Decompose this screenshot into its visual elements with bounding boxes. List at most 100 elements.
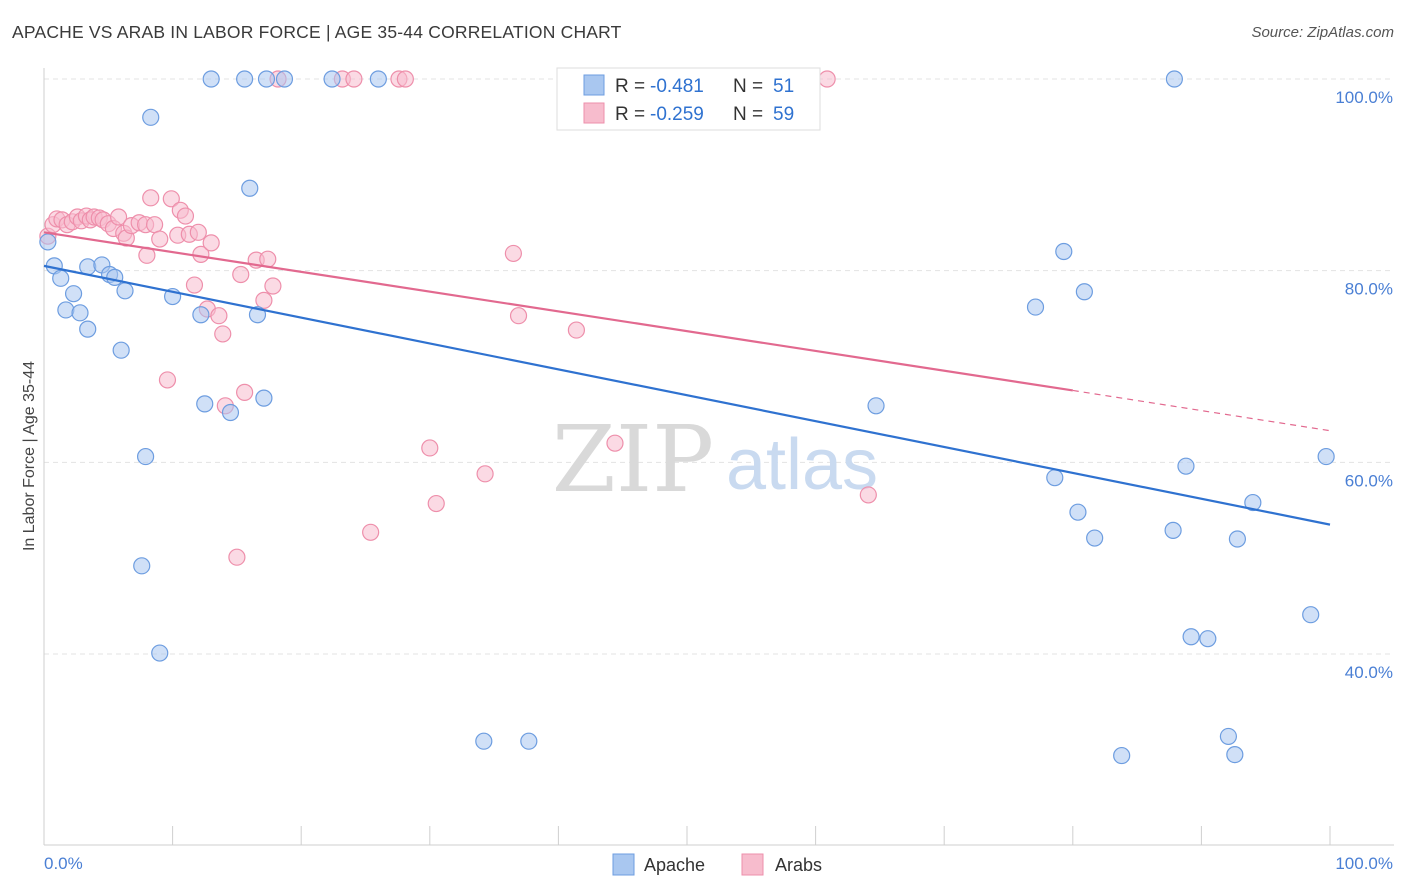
apache-point bbox=[1046, 469, 1064, 487]
apache-point bbox=[192, 306, 210, 324]
arabs-point bbox=[476, 465, 494, 483]
apache-point bbox=[1244, 493, 1262, 512]
arabs-point bbox=[421, 439, 439, 457]
apache-point bbox=[1182, 628, 1200, 646]
apache-point bbox=[64, 285, 83, 303]
arabs-point bbox=[158, 371, 177, 389]
legend-apache-swatch bbox=[612, 853, 635, 876]
stats-legend-arabs-n-label: N = bbox=[733, 104, 763, 125]
watermark-zip: ZIP bbox=[552, 406, 714, 513]
apache-point bbox=[1086, 529, 1104, 547]
apache-point bbox=[202, 70, 220, 88]
arabs-point bbox=[345, 70, 363, 88]
arabs-point bbox=[606, 434, 624, 452]
arabs-point bbox=[236, 383, 254, 401]
stats-legend-arabs-r-value: -0.259 bbox=[650, 104, 704, 125]
apache-point bbox=[1219, 727, 1238, 746]
arabs-point bbox=[509, 307, 528, 325]
legend-apache-label: Apache bbox=[644, 855, 705, 875]
apache-point bbox=[133, 557, 151, 575]
stats-legend-apache-n-value: 51 bbox=[773, 76, 794, 97]
x-ticks bbox=[43, 826, 1331, 845]
arabs-trend-line bbox=[43, 231, 1073, 392]
apache-point bbox=[106, 268, 124, 286]
apache-trend-line bbox=[43, 264, 1331, 526]
apache-point bbox=[255, 389, 273, 407]
axes bbox=[43, 68, 1394, 846]
apache-point bbox=[1075, 283, 1093, 301]
arabs-trend-line-extension bbox=[1072, 389, 1331, 432]
stats-legend-apache-r-label: R = bbox=[615, 76, 645, 97]
apache-point bbox=[257, 70, 276, 88]
arabs-point bbox=[232, 265, 250, 284]
gridlines bbox=[44, 78, 1394, 655]
apache-point bbox=[1113, 746, 1131, 765]
apache-point bbox=[323, 70, 341, 88]
arabs-point bbox=[859, 486, 877, 504]
apache-point bbox=[1317, 447, 1335, 466]
apache-point bbox=[196, 395, 214, 413]
apache-point bbox=[112, 341, 130, 359]
apache-point bbox=[221, 403, 240, 422]
arabs-point bbox=[202, 234, 220, 252]
trend-lines bbox=[43, 231, 1331, 526]
arabs-point bbox=[427, 494, 445, 513]
y-tick-label: 80.0% bbox=[1345, 280, 1393, 299]
series-legend: Apache Arabs bbox=[612, 853, 822, 876]
arabs-point bbox=[210, 307, 228, 325]
arabs-point bbox=[151, 230, 169, 248]
apache-point bbox=[1177, 457, 1195, 475]
arabs-point bbox=[145, 216, 164, 234]
apache-point bbox=[241, 179, 259, 197]
arabs-point bbox=[264, 277, 282, 295]
arabs-point bbox=[362, 523, 380, 541]
arabs-point bbox=[567, 321, 586, 339]
arabs-point bbox=[109, 208, 128, 226]
apache-point bbox=[369, 70, 387, 88]
apache-point bbox=[136, 447, 155, 466]
apache-point bbox=[142, 108, 160, 126]
apache-points bbox=[39, 70, 1335, 765]
arabs-point bbox=[176, 207, 195, 225]
arabs-point bbox=[818, 70, 836, 88]
apache-point bbox=[116, 282, 134, 300]
arabs-point bbox=[189, 223, 207, 241]
apache-point bbox=[1164, 521, 1182, 539]
y-tick-label: 100.0% bbox=[1335, 88, 1393, 107]
apache-point bbox=[475, 732, 493, 750]
apache-point bbox=[275, 70, 294, 88]
arabs-point bbox=[162, 190, 180, 208]
arabs-point bbox=[396, 70, 414, 88]
stats-legend-apache-swatch bbox=[583, 74, 605, 96]
apache-point bbox=[1226, 746, 1244, 764]
arabs-point bbox=[142, 189, 160, 207]
apache-point bbox=[71, 304, 89, 322]
y-tick-labels: 100.0% 80.0% 60.0% 40.0% bbox=[1335, 88, 1393, 682]
stats-legend-apache-n-label: N = bbox=[733, 76, 763, 97]
watermark-atlas: atlas bbox=[726, 425, 878, 505]
chart-source: Source: ZipAtlas.com bbox=[1251, 24, 1394, 41]
stats-legend-apache-r-value: -0.481 bbox=[650, 76, 704, 97]
apache-point bbox=[39, 233, 57, 251]
stats-legend-arabs-r-label: R = bbox=[615, 104, 645, 125]
arabs-point bbox=[214, 325, 232, 343]
apache-point bbox=[1302, 606, 1320, 624]
apache-point bbox=[867, 397, 885, 415]
apache-point bbox=[1165, 70, 1183, 88]
apache-point bbox=[236, 70, 254, 88]
apache-point bbox=[57, 301, 75, 319]
arabs-point bbox=[504, 244, 522, 263]
arabs-point bbox=[185, 276, 204, 294]
apache-point bbox=[1069, 503, 1087, 521]
legend-arabs-label: Arabs bbox=[775, 855, 822, 875]
apache-point bbox=[1199, 630, 1217, 648]
y-tick-label: 60.0% bbox=[1345, 471, 1393, 490]
y-axis-label: In Labor Force | Age 35-44 bbox=[21, 361, 38, 551]
apache-point bbox=[520, 732, 538, 750]
apache-point bbox=[52, 269, 70, 287]
x-tick-label-max: 100.0% bbox=[1335, 854, 1393, 873]
apache-point bbox=[1228, 530, 1247, 548]
stats-legend-arabs-n-value: 59 bbox=[773, 104, 794, 125]
x-tick-label-min: 0.0% bbox=[44, 854, 83, 873]
